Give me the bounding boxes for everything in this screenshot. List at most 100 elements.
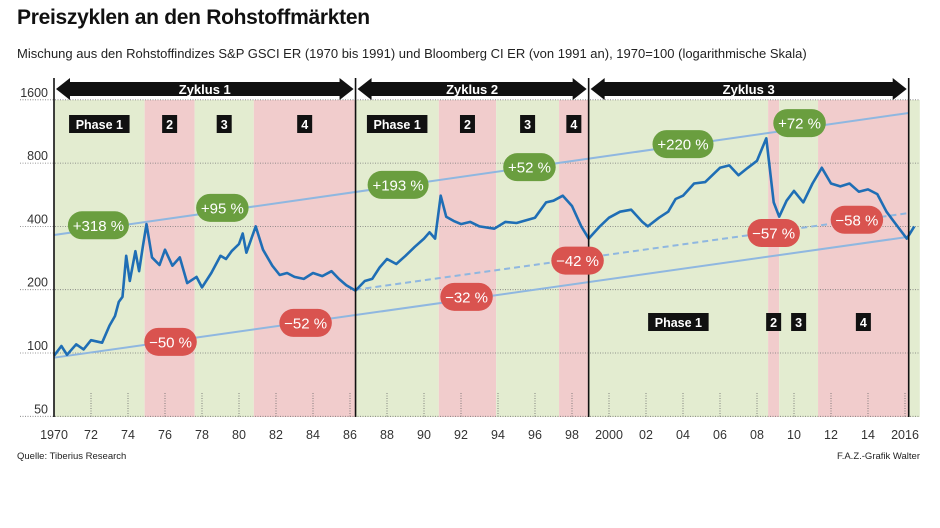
change-badge [830, 205, 884, 234]
change-badge [747, 219, 800, 248]
change-label: +220 % [657, 137, 708, 154]
phase-badge [216, 115, 232, 133]
change-label: +193 % [372, 177, 423, 194]
phase-badge [459, 115, 475, 133]
index-line [52, 137, 916, 357]
source-note: Quelle: Tiberius Research [17, 451, 127, 462]
change-badge [551, 246, 604, 275]
change-label: −42 % [556, 253, 599, 270]
x-tick-label: 04 [676, 428, 690, 442]
cycle-arrow [590, 78, 907, 100]
x-tick-label: 2016 [891, 428, 919, 442]
phase-badge [297, 115, 313, 133]
change-label: −58 % [835, 212, 878, 229]
change-label: −50 % [149, 334, 192, 351]
cycle-arrow [357, 78, 587, 100]
change-label: +72 % [778, 116, 821, 133]
x-tick-label: 88 [380, 428, 394, 442]
cycle-label: Zyklus 3 [723, 82, 775, 97]
x-tick-label: 82 [269, 428, 283, 442]
change-badge [196, 193, 249, 222]
phase-label: 2 [464, 118, 471, 132]
x-tick-label: 84 [306, 428, 320, 442]
phase-label: 3 [795, 316, 802, 330]
phase-label: 2 [770, 316, 777, 330]
x-tick-label: 98 [565, 428, 579, 442]
phase-band [768, 100, 780, 417]
x-tick-label: 90 [417, 428, 431, 442]
change-label: +52 % [508, 160, 551, 177]
change-badge [67, 211, 129, 240]
chart-subtitle: Mischung aus den Rohstoffindizes S&P GSC… [17, 46, 807, 61]
y-tick-label: 800 [27, 149, 48, 163]
phase-band [496, 100, 560, 417]
x-tick-label: 02 [639, 428, 653, 442]
x-tick-label: 96 [528, 428, 542, 442]
phase-badge [366, 115, 428, 133]
x-tick-label: 08 [750, 428, 764, 442]
change-label: +95 % [201, 200, 244, 217]
phase-label: 4 [570, 118, 577, 132]
phase-badge [520, 115, 536, 133]
x-tick-label: 10 [787, 428, 801, 442]
change-label: −57 % [752, 226, 795, 243]
x-tick-label: 06 [713, 428, 727, 442]
x-tick-label: 72 [84, 428, 98, 442]
trend-line [53, 111, 909, 237]
x-tick-label: 86 [343, 428, 357, 442]
phase-label: 4 [860, 316, 867, 330]
credit-note: F.A.Z.-Grafik Walter [836, 451, 920, 462]
change-badge [279, 308, 332, 337]
x-tick-label: 76 [158, 428, 172, 442]
change-label: −52 % [284, 315, 327, 332]
x-tick-label: 2000 [595, 428, 623, 442]
change-label: −32 % [445, 289, 488, 306]
change-badge [367, 170, 429, 199]
change-badge [652, 130, 714, 159]
cycle-label: Zyklus 2 [446, 82, 498, 97]
y-tick-label: 50 [34, 402, 48, 416]
phase-badge [855, 313, 871, 331]
phase-label: Phase 1 [374, 118, 421, 132]
chart-title: Preiszyklen an den Rohstoffmärkten [17, 6, 370, 29]
x-tick-label: 94 [491, 428, 505, 442]
change-badge [773, 109, 826, 138]
y-tick-label: 200 [27, 276, 48, 290]
y-tick-label: 1600 [20, 86, 48, 100]
x-tick-label: 12 [824, 428, 838, 442]
phase-badge [162, 115, 178, 133]
x-tick-label: 78 [195, 428, 209, 442]
change-label: +318 % [73, 218, 124, 235]
phase-band [253, 100, 356, 417]
phase-label: 2 [166, 118, 173, 132]
phase-band [779, 100, 819, 417]
phase-label: 4 [301, 118, 308, 132]
x-tick-label: 80 [232, 428, 246, 442]
y-tick-label: 400 [27, 212, 48, 226]
x-tick-label: 14 [861, 428, 875, 442]
phase-band [908, 100, 920, 417]
phase-label: Phase 1 [655, 316, 702, 330]
phase-badge [69, 115, 130, 133]
phase-label: 3 [524, 118, 531, 132]
phase-band [355, 100, 439, 417]
phase-label: Phase 1 [76, 118, 123, 132]
cycle-arrow [56, 78, 354, 100]
phase-badge [791, 313, 807, 331]
x-tick-label: 1970 [40, 428, 68, 442]
phase-badge [566, 115, 582, 133]
cycle-label: Zyklus 1 [179, 82, 231, 97]
x-tick-label: 74 [121, 428, 135, 442]
change-badge [440, 282, 493, 311]
change-badge [144, 327, 197, 356]
phase-band [438, 100, 497, 417]
x-tick-label: 92 [454, 428, 468, 442]
trend-line [355, 212, 909, 291]
change-badge [503, 153, 556, 182]
phase-badge [766, 313, 782, 331]
phase-badge [648, 313, 709, 331]
phase-label: 3 [221, 118, 228, 132]
phase-band [54, 100, 145, 417]
y-tick-label: 100 [27, 339, 48, 353]
